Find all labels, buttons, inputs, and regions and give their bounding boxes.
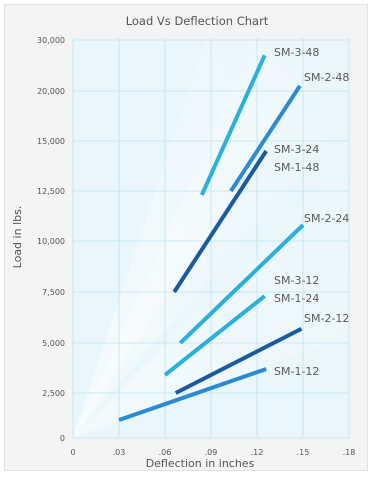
y-tick-label: 0 — [60, 434, 65, 443]
x-tick-label: .12 — [251, 448, 264, 457]
series-line-sm-3-48 — [199, 54, 267, 196]
series-label: SM-2-48 — [304, 71, 349, 84]
y-tick-label: 30,000 — [37, 36, 65, 45]
x-tick-label: .09 — [205, 448, 218, 457]
x-tick-label: 0 — [70, 448, 75, 457]
series-label: SM-1-24 — [274, 292, 319, 305]
series-line-sm-2-48 — [229, 84, 302, 193]
series-label: SM-2-12 — [304, 312, 349, 325]
series-line-sm-3-12 — [163, 294, 266, 377]
series-line-sm-1-12 — [118, 367, 267, 422]
tick-labels: 0 .03 .06 .09 .12 .15 .18 0 2,500 5,000 7,500 10,00… — [37, 36, 355, 457]
x-tick-label: .18 — [343, 448, 356, 457]
chart-frame: SM-3-48 SM-2-48 SM-3-24 SM-1-48 SM-2-24 SM-3-… — [4, 4, 368, 471]
x-axis-label: Deflection in inches — [146, 457, 255, 470]
y-tick-label: 20,000 — [37, 87, 65, 96]
chart-title: Load Vs Deflection Chart — [126, 14, 269, 28]
series-label: SM-1-48 — [274, 161, 319, 174]
series-label: SM-2-24 — [304, 212, 349, 225]
x-tick-label: .03 — [113, 448, 126, 457]
y-axis-label: Load in lbs. — [11, 206, 24, 269]
series-lines — [118, 54, 305, 422]
x-tick-label: .06 — [159, 448, 172, 457]
series-line-sm-3-24 — [172, 149, 268, 294]
series-label: SM-3-24 — [274, 143, 319, 156]
series-labels: SM-3-48 SM-2-48 SM-3-24 SM-1-48 SM-2-24 SM-3-… — [274, 46, 349, 378]
load-deflection-chart: SM-3-48 SM-2-48 SM-3-24 SM-1-48 SM-2-24 SM-3-… — [11, 14, 355, 470]
y-tick-label: 5,000 — [42, 339, 65, 348]
x-tick-label: .15 — [297, 448, 310, 457]
y-tick-label: 10,000 — [37, 237, 65, 246]
y-tick-label: 15,000 — [37, 137, 65, 146]
series-label: SM-1-12 — [274, 365, 319, 378]
series-line-sm-2-12 — [174, 326, 303, 395]
grid — [72, 38, 350, 439]
y-tick-label: 7,500 — [42, 288, 65, 297]
series-line-sm-2-24 — [178, 223, 305, 345]
y-tick-label: 12,500 — [37, 187, 65, 196]
series-label: SM-3-12 — [274, 274, 319, 287]
y-tick-label: 2,500 — [42, 389, 65, 398]
series-label: SM-3-48 — [274, 46, 319, 59]
